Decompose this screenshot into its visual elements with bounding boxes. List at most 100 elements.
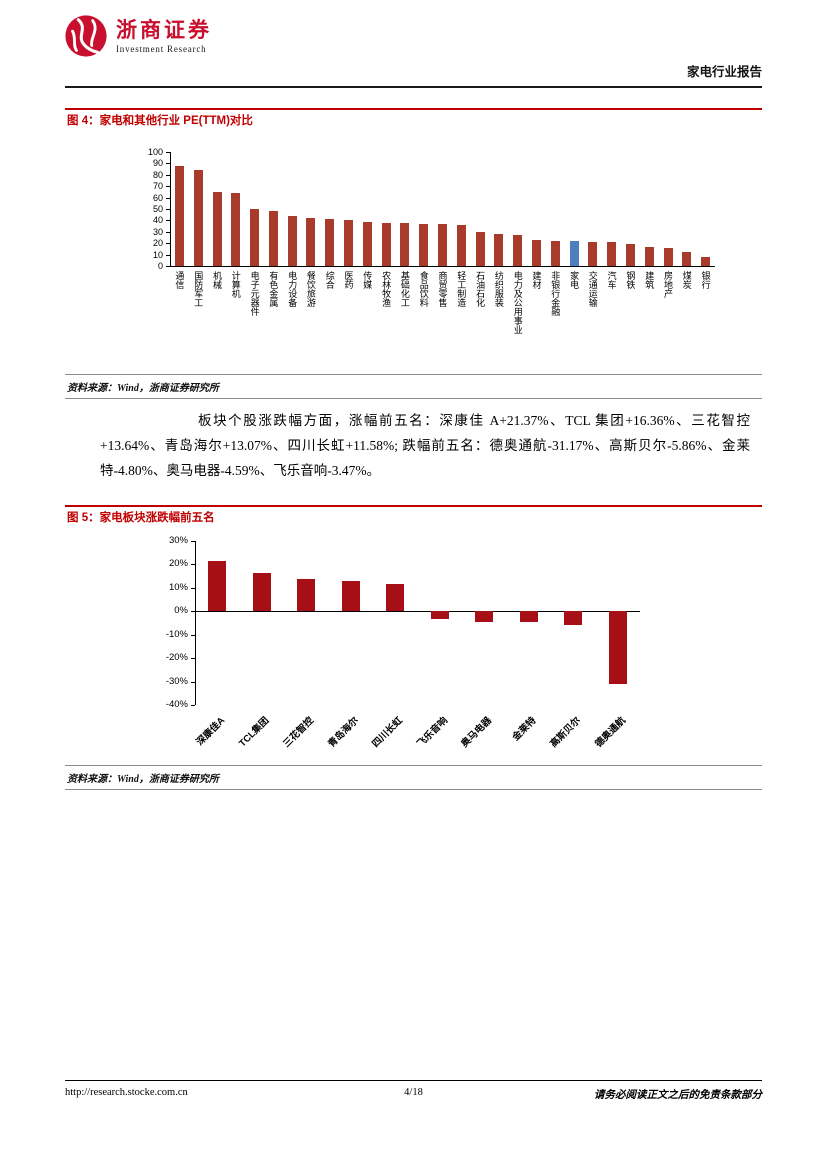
category-label: 建材: [531, 271, 542, 289]
chart-bar: [607, 242, 617, 266]
page-footer: http://research.stocke.com.cn 4/18 请务必阅读…: [65, 1080, 762, 1101]
category-label: 非银行金融: [550, 271, 561, 316]
figure-5: 图 5：家电板块涨跌幅前五名 30% 20% 10% 0% -10% -20% -30% -4…: [65, 505, 762, 790]
y-tick-mark: [191, 681, 195, 683]
category-label: 基础化工: [399, 271, 410, 307]
chart-bar: [494, 234, 504, 266]
y-tick-mark: [166, 231, 170, 233]
chart-bar: [297, 579, 316, 612]
category-label: 纺织服装: [493, 271, 504, 307]
category-label: 高斯贝尔: [548, 715, 584, 750]
body-paragraph: 板块个股涨跌幅方面，涨幅前五名：深康佳 A+21.37%、TCL 集团+16.3…: [100, 413, 750, 478]
chart-bar: [588, 242, 598, 266]
y-tick-label: 10: [152, 249, 163, 260]
chart-bar: [569, 240, 579, 266]
chart-bar: [212, 191, 222, 266]
category-label: 钢铁: [625, 271, 636, 289]
y-tick-label: 40: [152, 215, 163, 226]
y-tick-label: -30%: [165, 675, 188, 687]
category-label: 飞乐音响: [414, 715, 450, 750]
category-label: 电力设备: [287, 271, 298, 307]
category-label: 德奥通航: [592, 715, 628, 750]
chart-bar: [287, 215, 297, 266]
y-tick-label: -10%: [165, 628, 188, 640]
y-tick-label: 30%: [168, 535, 188, 546]
footer-url-link[interactable]: http://research.stocke.com.cn: [65, 1087, 188, 1098]
y-tick-mark: [191, 705, 195, 706]
category-label: 煤炭: [681, 271, 692, 289]
y-tick-mark: [166, 186, 170, 188]
chart-bar: [268, 211, 278, 266]
chart-bar: [252, 573, 271, 612]
category-label: 电力及公用事业: [512, 271, 523, 334]
chart-bar: [325, 219, 335, 266]
category-label: 轻工制造: [456, 271, 467, 307]
chart-bar: [381, 222, 391, 266]
chart-bar: [208, 561, 227, 612]
category-label: 交通运输: [587, 271, 598, 307]
y-tick-label: 30: [152, 226, 163, 237]
report-type-label: 家电行业报告: [686, 65, 762, 79]
y-tick-mark: [166, 163, 170, 165]
figure-5-title: 图 5：家电板块涨跌幅前五名: [65, 505, 762, 527]
y-tick-label: 0: [157, 261, 163, 271]
category-label: TCL集团: [237, 715, 272, 750]
chart-bar: [341, 580, 360, 612]
header-divider: [65, 86, 762, 88]
y-tick-label: 50: [152, 204, 163, 214]
category-label: 电子元器件: [249, 271, 260, 316]
top-movers-chart: 30% 20% 10% 0% -10% -20% -30% -40% 深康佳A TCL集团 三花智控…: [157, 535, 697, 759]
chart-bar: [475, 231, 485, 266]
category-label: 餐饮旅游: [305, 271, 316, 307]
chart-bar: [625, 244, 635, 266]
figure-5-source: 资料来源：Wind，浙商证券研究所: [65, 765, 762, 790]
category-label: 食品饮料: [418, 271, 429, 307]
y-tick-label: 20: [152, 238, 163, 249]
chart-bar: [519, 611, 538, 623]
pe-ttm-comparison-chart: 100 90 80 70 60 50 40 30 20 10 0 通信 国防军工 机械 计算机 电子元器件 有色…: [130, 147, 730, 366]
brand-logo: 浙商证券 Investment Research: [63, 13, 212, 59]
category-label: 家电: [569, 271, 580, 289]
y-tick-mark: [191, 611, 195, 613]
chart-bar: [456, 225, 466, 266]
y-tick-label: 60: [152, 192, 163, 203]
chart-bar: [701, 256, 711, 266]
category-label: 国防军工: [193, 271, 204, 307]
brand-text-block: 浙商证券 Investment Research: [116, 18, 212, 54]
chart-bar: [400, 222, 410, 266]
y-tick-label: 80: [152, 169, 163, 180]
footer-disclaimer: 请务必阅读正文之后的免责条款部分: [594, 1090, 762, 1101]
chart-bar: [532, 239, 541, 266]
chart-bar: [430, 611, 449, 620]
y-tick-mark: [191, 658, 195, 660]
y-tick-mark: [166, 220, 170, 222]
category-label: 计算机: [230, 271, 241, 298]
category-label: 深康佳A: [194, 715, 228, 748]
category-label: 奥马电器: [459, 715, 495, 750]
category-label: 汽车: [606, 271, 617, 289]
y-tick-label: 100: [147, 147, 163, 157]
y-tick-mark: [166, 209, 170, 210]
chart-bar: [682, 252, 692, 266]
chart-bar: [250, 209, 260, 266]
category-label: 青岛海尔: [325, 715, 361, 750]
brand-subtitle: Investment Research: [116, 44, 207, 54]
figure-4-title: 图 4：家电和其他行业 PE(TTM)对比: [65, 108, 762, 130]
chart-bar: [419, 223, 429, 266]
y-tick-label: 0%: [174, 605, 188, 617]
x-axis-line: [195, 611, 640, 613]
chart-bar: [438, 223, 447, 266]
category-label: 石油石化: [475, 271, 486, 307]
chart-bar: [231, 193, 241, 266]
y-tick-mark: [191, 587, 195, 589]
y-tick-mark: [191, 634, 195, 636]
chart-bar: [550, 240, 560, 266]
y-tick-mark: [166, 266, 170, 267]
x-axis-line: [170, 266, 715, 267]
y-tick-label: 90: [152, 158, 163, 169]
category-label: 三花智控: [281, 715, 317, 750]
category-label: 有色金属: [268, 271, 279, 307]
chart-bar: [306, 218, 316, 266]
brand-logo-icon: [65, 15, 107, 57]
y-tick-mark: [166, 174, 170, 176]
